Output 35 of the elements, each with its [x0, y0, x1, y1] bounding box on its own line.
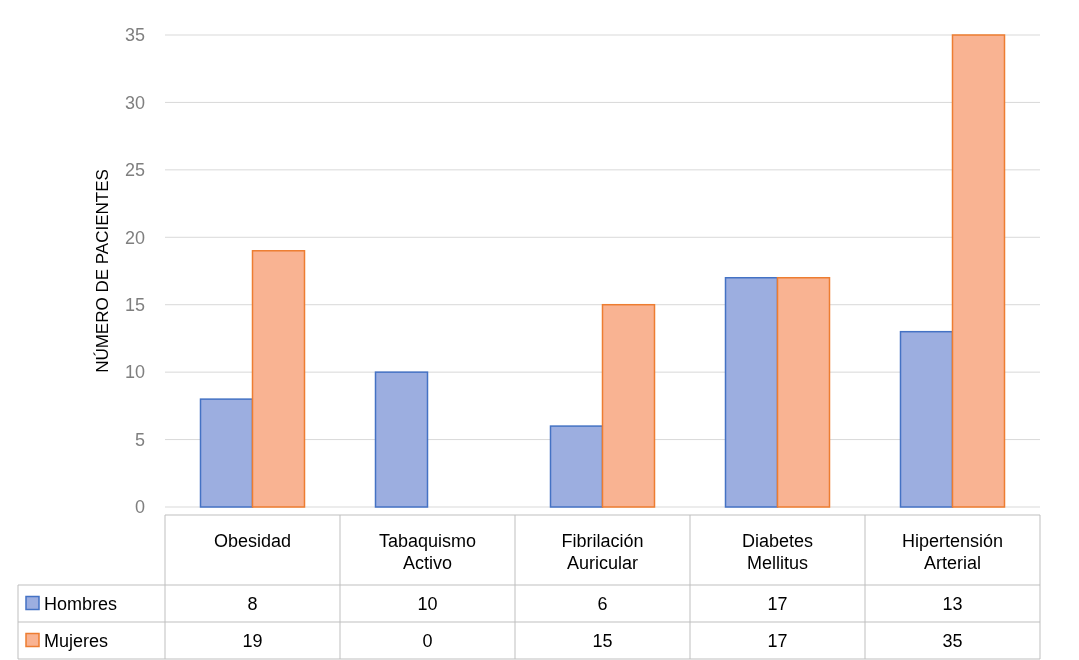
- y-tick-label: 30: [124, 92, 145, 113]
- legend-label: Hombres: [44, 593, 118, 614]
- data-label: 15: [592, 630, 613, 651]
- data-label: 13: [942, 593, 963, 614]
- y-tick-label: 0: [134, 497, 145, 518]
- x-tick-label: Tabaquismo Activo: [378, 531, 477, 573]
- data-label: 19: [242, 630, 263, 651]
- bar: [549, 425, 604, 508]
- y-axis-title: NÚMERO DE PACIENTES: [93, 169, 112, 373]
- y-tick-label: 25: [124, 160, 145, 181]
- y-tick-label: 5: [134, 429, 145, 450]
- data-label: 0: [422, 630, 433, 651]
- x-tick-label: Obesidad: [213, 531, 292, 551]
- y-tick-label: 20: [124, 227, 145, 248]
- data-label: 6: [597, 593, 608, 614]
- bar: [251, 250, 306, 508]
- x-tick-label: Hipertensión Arterial: [901, 531, 1004, 573]
- data-label: 17: [767, 593, 788, 614]
- bar: [724, 276, 779, 508]
- y-tick-label: 15: [124, 295, 145, 316]
- data-label: 8: [247, 593, 258, 614]
- bar: [601, 303, 656, 508]
- y-tick-label: 35: [124, 25, 145, 46]
- bar: [199, 398, 254, 508]
- data-label: 10: [417, 593, 438, 614]
- data-label: 17: [767, 630, 788, 651]
- bar: [899, 330, 954, 508]
- bar: [776, 276, 831, 508]
- x-tick-label: Diabetes Mellitus: [741, 531, 814, 573]
- x-tick-label: Fibrilación Auricular: [561, 531, 644, 573]
- bar: [951, 34, 1006, 508]
- legend-label: Mujeres: [44, 630, 109, 651]
- data-label: 35: [942, 630, 963, 651]
- y-tick-label: 10: [124, 362, 145, 383]
- bar: [374, 371, 429, 508]
